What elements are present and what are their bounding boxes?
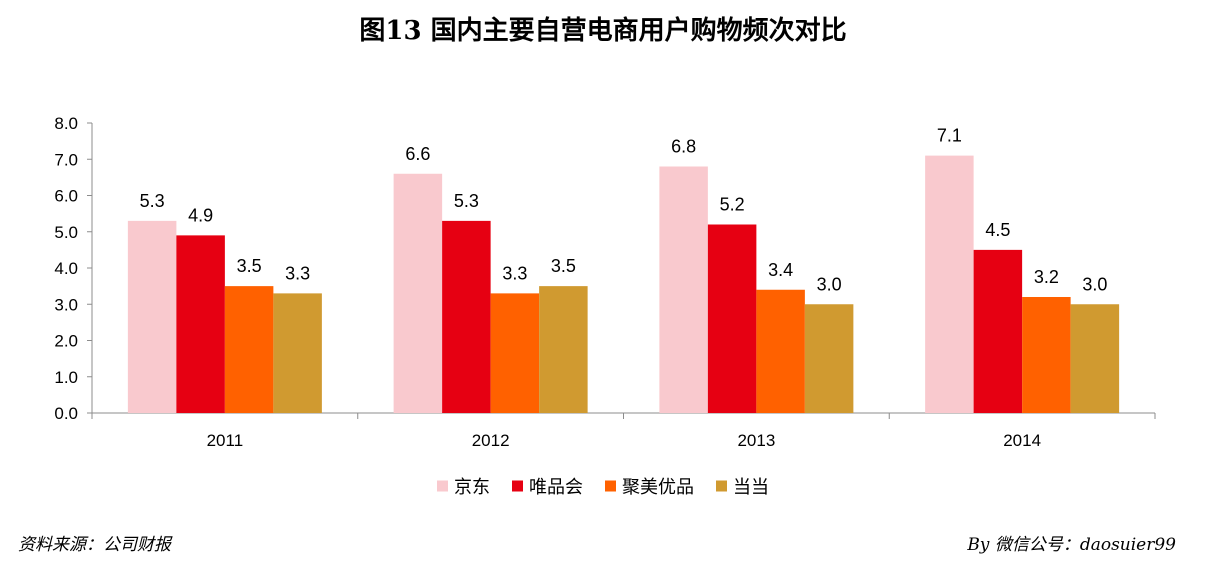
x-category-label: 2011 <box>207 431 244 450</box>
bar <box>973 249 1023 413</box>
bar <box>1070 304 1120 413</box>
data-label: 4.5 <box>985 220 1010 240</box>
data-label: 5.3 <box>454 191 479 211</box>
y-tick-label: 1.0 <box>54 368 78 387</box>
legend-swatch <box>512 480 523 492</box>
data-label: 6.8 <box>671 137 696 157</box>
bar <box>804 304 854 413</box>
y-tick-label: 7.0 <box>54 150 78 169</box>
data-label: 3.5 <box>551 256 576 276</box>
bar <box>393 173 443 413</box>
credit-note: By 微信公号：daosuier99 <box>967 535 1176 555</box>
data-label: 7.1 <box>937 126 962 146</box>
axes: 0.0 1.0 2.0 3.0 4.0 5.0 6.0 7.0 8.0 2011 2012 2013 2… <box>54 114 1156 450</box>
bar <box>127 220 177 413</box>
bar <box>442 220 491 413</box>
y-tick-label: 2.0 <box>54 332 78 351</box>
source-note: 资料来源：公司财报 <box>18 535 171 555</box>
y-tick-label: 5.0 <box>54 223 78 242</box>
data-label: 3.4 <box>768 260 793 280</box>
bar <box>1022 297 1071 413</box>
y-tick-label: 3.0 <box>54 295 78 314</box>
x-category-label: 2014 <box>1003 431 1041 450</box>
bar <box>273 293 322 413</box>
data-label: 6.6 <box>405 144 430 164</box>
legend-label: 唯品会 <box>529 477 583 497</box>
data-label: 3.2 <box>1034 267 1059 287</box>
bar <box>176 235 225 413</box>
bar <box>707 224 757 413</box>
data-label: 4.9 <box>188 205 213 225</box>
bar <box>224 286 274 413</box>
legend-label: 当当 <box>733 477 769 497</box>
bar <box>539 286 588 413</box>
bar <box>925 155 974 413</box>
bar <box>756 289 805 413</box>
x-category-label: 2013 <box>737 431 775 450</box>
data-label: 3.3 <box>285 263 310 283</box>
chart-title: 图13 国内主要自营电商用户购物频次对比 <box>359 16 847 46</box>
x-category-label: 2012 <box>472 431 510 450</box>
data-label: 5.3 <box>140 191 165 211</box>
bar <box>659 166 708 413</box>
y-tick-label: 8.0 <box>54 114 78 133</box>
y-tick-label: 4.0 <box>54 259 78 278</box>
data-label: 5.2 <box>720 195 745 215</box>
legend-swatch <box>437 480 448 492</box>
bars <box>127 155 1120 413</box>
data-label: 3.0 <box>817 274 842 294</box>
legend-label: 聚美优品 <box>622 477 694 497</box>
data-label: 3.3 <box>502 263 527 283</box>
legend-swatch <box>605 480 616 492</box>
bar <box>490 293 540 413</box>
legend: 京东 唯品会 聚美优品 当当 <box>437 477 769 497</box>
legend-swatch <box>716 480 727 492</box>
data-label: 3.0 <box>1082 274 1107 294</box>
y-tick-label: 0.0 <box>54 404 78 423</box>
data-labels: 5.3 4.9 3.5 3.3 6.6 5.3 3.3 3.5 6.8 5.2 3.4 3.0 7.1 4… <box>140 126 1108 295</box>
legend-label: 京东 <box>454 477 490 497</box>
data-label: 3.5 <box>237 256 262 276</box>
y-tick-label: 6.0 <box>54 187 78 206</box>
